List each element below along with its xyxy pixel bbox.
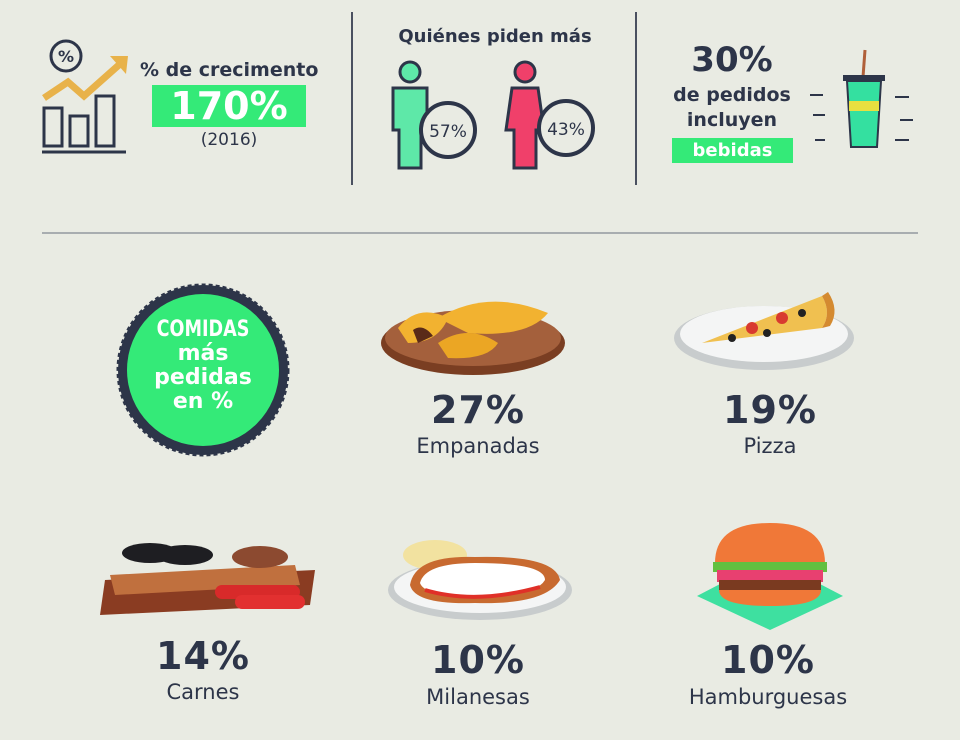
food-pct-pizza: 19% bbox=[723, 388, 817, 432]
man-icon: 57% bbox=[391, 60, 477, 170]
drinks-line1: de pedidos bbox=[673, 84, 791, 106]
carnes-illustration bbox=[100, 543, 315, 615]
growth-label: % de crecimento bbox=[140, 59, 319, 81]
svg-text:%: % bbox=[58, 47, 74, 66]
pizza-illustration bbox=[674, 292, 854, 370]
food-pct-milanesas: 10% bbox=[431, 638, 525, 682]
drinks-value: 30% bbox=[691, 40, 773, 80]
divider bbox=[635, 12, 637, 185]
badge-line4: en % bbox=[172, 389, 234, 414]
growth-year: (2016) bbox=[200, 130, 258, 150]
drink-cup-icon bbox=[810, 49, 913, 148]
badge-seal bbox=[116, 283, 290, 457]
growth-chart-icon: % bbox=[42, 39, 128, 154]
food-name-carnes: Carnes bbox=[166, 680, 240, 704]
food-name-milanesas: Milanesas bbox=[426, 685, 530, 709]
who-orders-title: Quiénes piden más bbox=[398, 26, 592, 47]
badge-text: COMIDAS más pedidas en % bbox=[116, 318, 290, 414]
divider bbox=[351, 12, 353, 185]
badge-line1: COMIDAS bbox=[156, 317, 250, 342]
milanesas-illustration bbox=[388, 540, 572, 620]
growth-value: 170% bbox=[152, 85, 306, 127]
men-pct: 57% bbox=[429, 122, 467, 142]
women-pct: 43% bbox=[547, 120, 585, 140]
food-pct-empanadas: 27% bbox=[431, 388, 525, 432]
hamburguesa-illustration bbox=[697, 523, 843, 630]
food-pct-hamburguesas: 10% bbox=[721, 638, 815, 682]
empanadas-illustration bbox=[381, 301, 565, 375]
food-name-pizza: Pizza bbox=[743, 434, 797, 458]
badge-line3: pedidas bbox=[154, 365, 252, 390]
woman-icon: 43% bbox=[504, 60, 595, 170]
food-name-hamburguesas: Hamburguesas bbox=[688, 685, 848, 709]
drinks-highlight: bebidas bbox=[672, 138, 793, 163]
food-name-empanadas: Empanadas bbox=[416, 434, 540, 458]
food-pct-carnes: 14% bbox=[156, 634, 250, 678]
drinks-line2: incluyen bbox=[686, 109, 778, 131]
badge-line2: más bbox=[177, 341, 229, 366]
section-divider bbox=[42, 232, 918, 234]
